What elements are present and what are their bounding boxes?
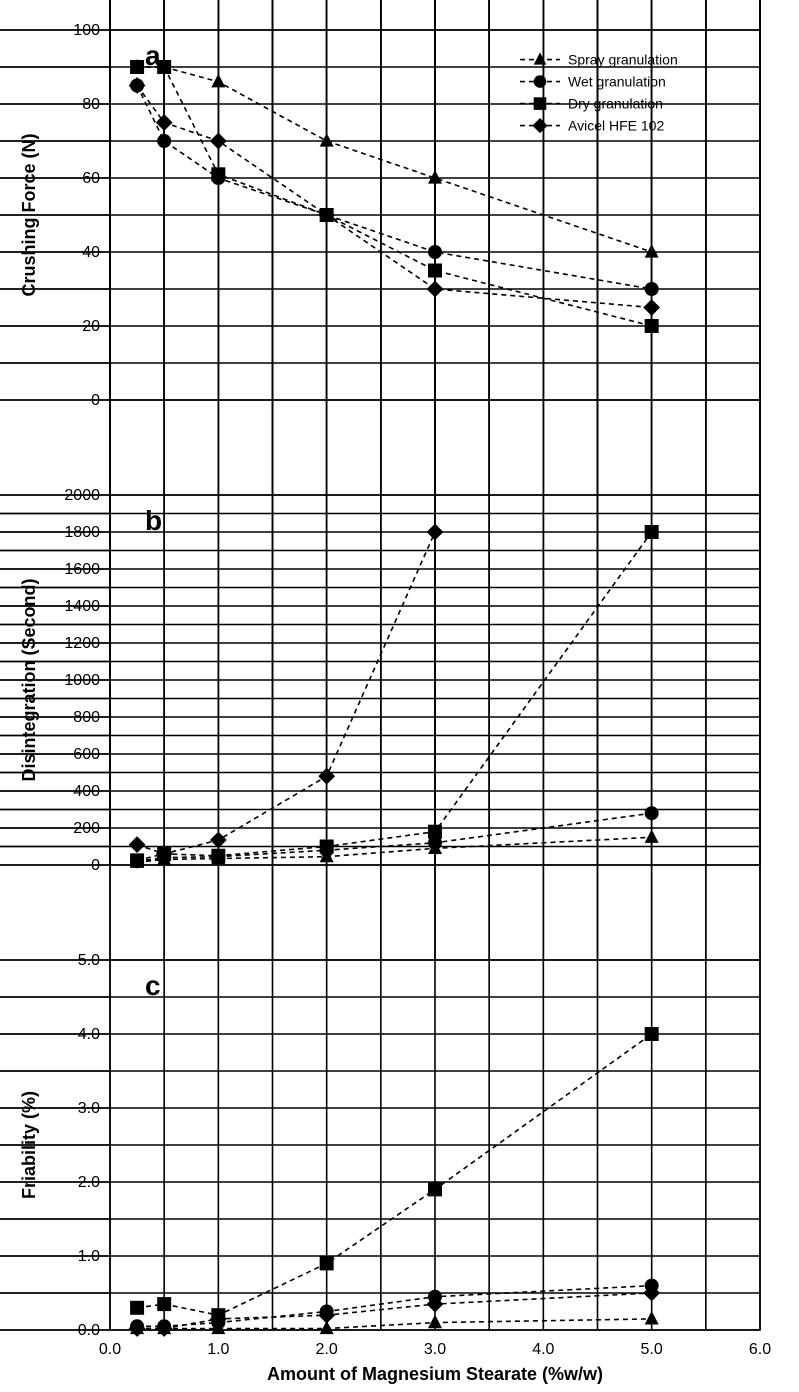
marker-square [130, 853, 144, 867]
ytick-label: 0.0 [78, 1322, 100, 1339]
ytick-label: 0 [91, 857, 100, 874]
ytick-label: 600 [73, 746, 100, 763]
marker-square [130, 60, 144, 74]
xtick-label: 2.0 [316, 1341, 338, 1358]
ytick-label: 1400 [64, 598, 100, 615]
figure-svg: 020406080100Crushing Force (N)aSpray gra… [0, 0, 799, 1392]
ytick-label: 40 [82, 244, 100, 261]
panel-a: 020406080100Crushing Force (N)aSpray gra… [0, 0, 760, 409]
series-line-dry [137, 532, 652, 860]
ytick-label: 3.0 [78, 1100, 100, 1117]
ytick-label: 1000 [64, 672, 100, 689]
legend-label: Avicel HFE 102 [568, 118, 664, 134]
ytick-label: 1800 [64, 524, 100, 541]
ytick-label: 2000 [64, 487, 100, 504]
xtick-label: 5.0 [641, 1341, 663, 1358]
ytick-label: 20 [82, 318, 100, 335]
ytick-label: 4.0 [78, 1026, 100, 1043]
marker-square [320, 1256, 334, 1270]
ytick-label: 1200 [64, 635, 100, 652]
marker-diamond [532, 118, 547, 133]
panel-letter: b [145, 505, 162, 536]
marker-square [645, 1027, 659, 1041]
marker-triangle [534, 52, 547, 64]
marker-square [157, 1297, 171, 1311]
ytick-label: 1.0 [78, 1248, 100, 1265]
xlabel: Amount of Magnesium Stearate (%w/w) [267, 1364, 603, 1384]
marker-square [534, 97, 547, 110]
marker-triangle [645, 1311, 659, 1325]
xtick-label: 0.0 [99, 1341, 121, 1358]
marker-diamond [129, 836, 146, 853]
legend-label: Spray granulation [568, 52, 678, 68]
series-line-avicel [137, 532, 435, 854]
xtick-label: 6.0 [749, 1341, 771, 1358]
ylabel: Disintegration (Second) [19, 578, 39, 781]
ytick-label: 2.0 [78, 1174, 100, 1191]
ytick-label: 100 [73, 22, 100, 39]
ytick-label: 0 [91, 392, 100, 409]
marker-circle [534, 75, 547, 88]
figure-root: 020406080100Crushing Force (N)aSpray gra… [0, 0, 799, 1392]
ytick-label: 60 [82, 170, 100, 187]
marker-square [130, 1301, 144, 1315]
ytick-label: 5.0 [78, 952, 100, 969]
marker-triangle [428, 1315, 442, 1329]
ytick-label: 800 [73, 709, 100, 726]
ytick-label: 200 [73, 820, 100, 837]
ytick-label: 80 [82, 96, 100, 113]
panel-letter: c [145, 970, 161, 1001]
ylabel: Friability (%) [19, 1091, 39, 1199]
series-line-dry [137, 1034, 652, 1315]
ytick-label: 400 [73, 783, 100, 800]
ytick-label: 1600 [64, 561, 100, 578]
marker-diamond [129, 77, 146, 94]
legend-label: Dry granulation [568, 96, 663, 112]
xtick-label: 3.0 [424, 1341, 446, 1358]
xtick-label: 4.0 [532, 1341, 554, 1358]
xtick-label: 1.0 [207, 1341, 229, 1358]
series-line-wet [137, 86, 652, 290]
marker-square [428, 1182, 442, 1196]
panel-c: 0.0 1.0 2.0 3.0 4.0 5.0 Friability (%) c [0, 0, 760, 1339]
ylabel: Crushing Force (N) [19, 133, 39, 296]
